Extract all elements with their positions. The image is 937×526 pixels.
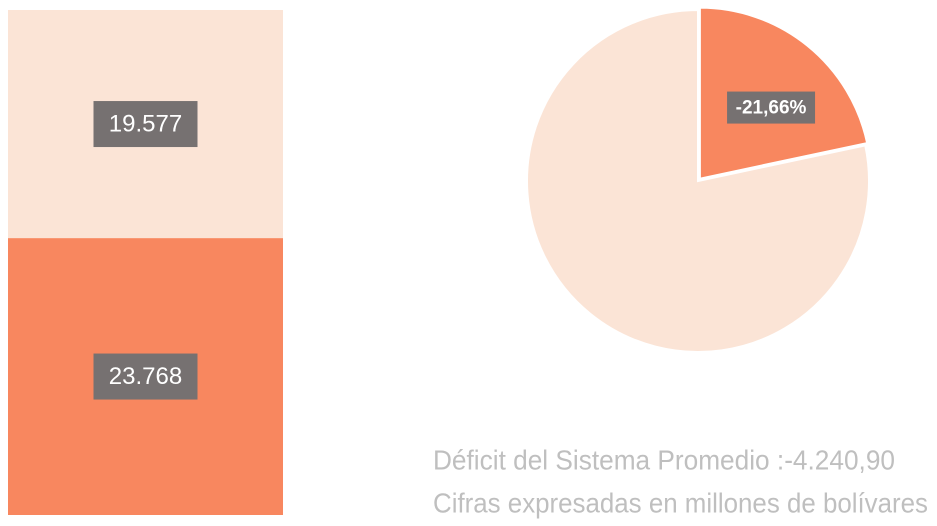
data-label: 19.577 xyxy=(109,110,182,137)
data-label: -21,66% xyxy=(736,98,807,119)
data-label-box xyxy=(727,91,816,124)
annotation: Cifras expresadas en millones de bolívar… xyxy=(433,487,928,518)
annotation: Déficit del Sistema Promedio :-4.240,90 xyxy=(433,444,895,475)
data-label-box xyxy=(93,353,198,400)
pie-slice xyxy=(526,8,870,353)
data-label-box xyxy=(93,101,198,148)
data-label: 23.768 xyxy=(109,363,182,390)
